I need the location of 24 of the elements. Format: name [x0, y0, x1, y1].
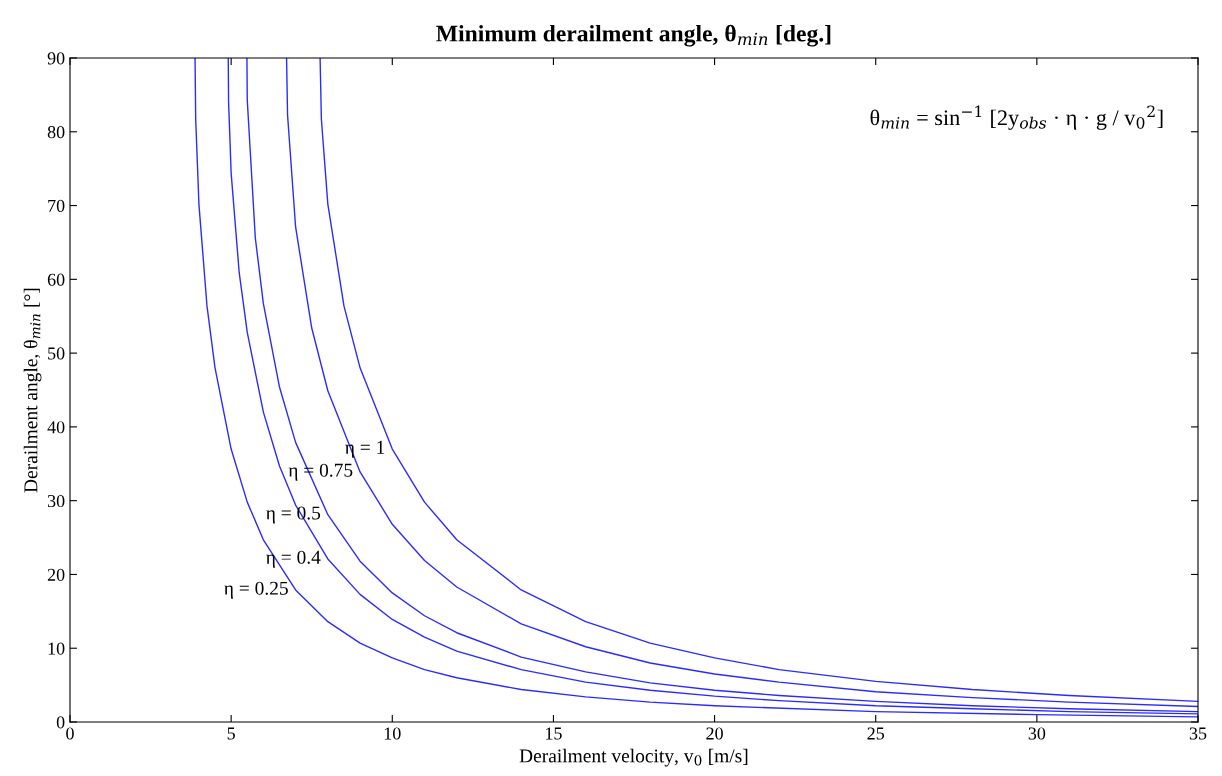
x-tick-label: 5 [227, 727, 235, 740]
y-tick-label: 20 [47, 568, 65, 581]
y-tick-label: 70 [48, 199, 65, 212]
x-tick-label: 35 [1189, 727, 1207, 740]
text: θ$_{min}$ = sin$^{−1}$ [2y$_{obs}$ · η · g / v$_{0}$$^{2}$] [870, 105, 1163, 130]
x-tick-label: 25 [867, 727, 885, 740]
y-tick-label: 90 [47, 52, 65, 65]
annotation: η = 0.25 [224, 581, 288, 599]
y-tick-label: 80 [47, 126, 65, 139]
y-tick-label: 30 [47, 494, 65, 508]
x-tick-label: 10 [384, 727, 401, 740]
x-tick-label: 15 [545, 727, 562, 740]
y-tick-label: 0 [56, 716, 65, 729]
x-tick-label: 20 [706, 727, 723, 740]
y-tick-label: 50 [48, 347, 65, 360]
y-axis-title: Derailment angle, θ$_{min}$ [°] [23, 288, 42, 493]
annotation: η = 0.4 [266, 550, 321, 568]
y-tick-label: 10 [48, 642, 65, 655]
chart-title: Minimum derailment angle, θ$_{min}$ [deg.] [436, 24, 831, 47]
x-tick-label: 30 [1028, 727, 1046, 740]
y-tick-label: 60 [47, 273, 65, 286]
y-tick-label: 40 [47, 421, 65, 434]
x-axis-title: Derailment velocity, v$_{0}$ [m/s] [519, 748, 748, 767]
x-tick-label: 0 [66, 727, 74, 740]
